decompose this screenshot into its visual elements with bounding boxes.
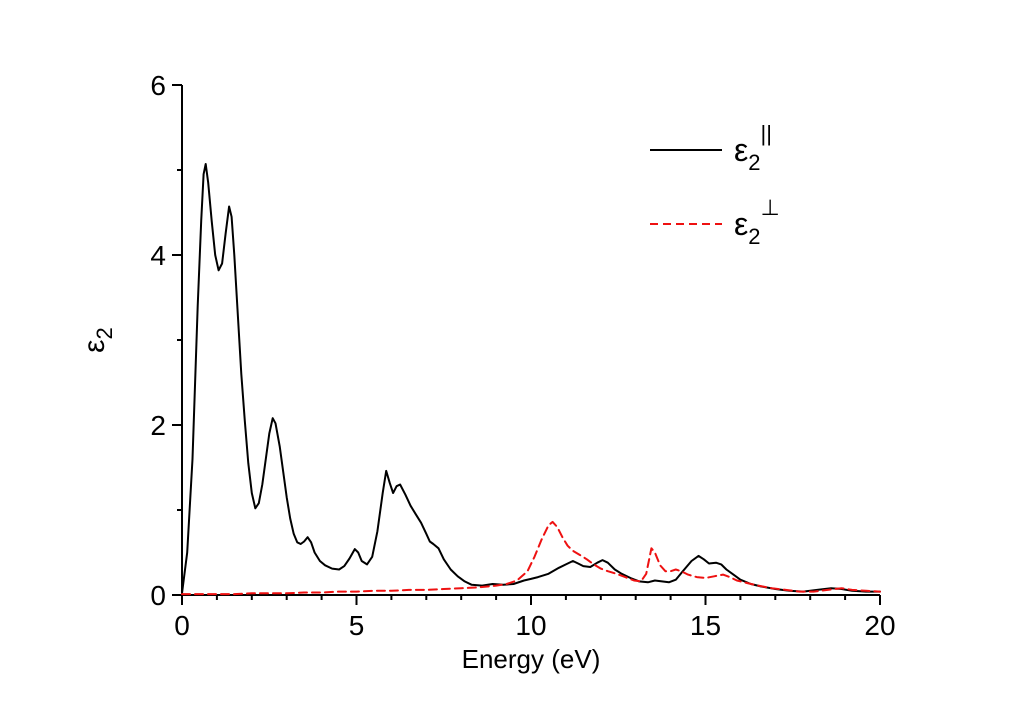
x-tick-label: 15 (690, 610, 721, 641)
x-tick-label: 10 (515, 610, 546, 641)
x-tick-label: 20 (864, 610, 895, 641)
axes: 0 5 10 15 20 0 2 4 6 (150, 70, 895, 641)
series-lines (181, 163, 881, 596)
x-tick-label: 5 (349, 610, 365, 641)
y-tick-label: 0 (150, 580, 166, 611)
legend: ε2|| ε2⊥ (650, 121, 780, 249)
y-tick-label: 4 (150, 240, 166, 271)
legend-label-epsilon2-parallel: ε2|| (734, 121, 772, 175)
series-line-epsilon2-perpendicular (181, 520, 881, 596)
legend-label-epsilon2-perpendicular: ε2⊥ (734, 195, 780, 249)
y-tick-label: 2 (150, 410, 166, 441)
y-axis-title-text: ε2 (78, 327, 117, 353)
y-tick-label: 6 (150, 70, 166, 101)
series-line-epsilon2-parallel (181, 163, 881, 595)
y-axis-title: ε2 (78, 327, 117, 353)
x-tick-label: 0 (174, 610, 190, 641)
x-axis-title: Energy (eV) (462, 644, 601, 674)
